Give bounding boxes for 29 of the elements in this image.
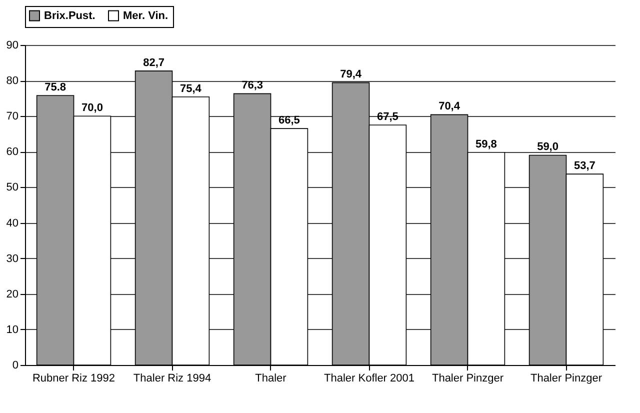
x-tick-label: Thaler Pinzger xyxy=(530,372,602,384)
legend-label: Mer. Vin. xyxy=(123,10,168,22)
y-tick-label: 50 xyxy=(6,182,18,194)
y-tick-label: 10 xyxy=(6,324,18,336)
x-tick-label: Thaler Kofler 2001 xyxy=(324,372,414,384)
x-tick-label: Rubner Riz 1992 xyxy=(32,372,116,384)
y-tick-label: 40 xyxy=(6,217,18,230)
data-label: 70,0 xyxy=(82,102,103,114)
y-tick-label: 90 xyxy=(6,40,18,52)
data-label: 76,3 xyxy=(242,80,263,92)
data-label: 59,0 xyxy=(537,141,558,154)
y-tick-label: 60 xyxy=(6,146,18,158)
y-tick-label: 30 xyxy=(6,252,18,265)
x-tick-label: Thaler Pinzger xyxy=(432,372,504,384)
data-label: 66,5 xyxy=(278,114,300,127)
data-label: 75,4 xyxy=(180,82,202,95)
y-tick-label: 70 xyxy=(6,110,18,123)
data-label: 59,8 xyxy=(476,138,497,150)
data-label: 82,7 xyxy=(143,56,164,69)
x-tick-label: Thaler Riz 1994 xyxy=(133,372,212,384)
x-tick-label: Thaler xyxy=(255,372,287,384)
data-label: 70,4 xyxy=(438,100,461,113)
y-tick-label: 80 xyxy=(6,75,18,88)
legend-label: Brix.Pust. xyxy=(44,10,96,22)
data-label: 75.8 xyxy=(44,81,66,94)
y-tick-label: 0 xyxy=(12,360,18,372)
data-label: 53,7 xyxy=(574,160,596,172)
data-label: 79,4 xyxy=(340,68,362,81)
y-tick-label: 20 xyxy=(6,288,18,300)
